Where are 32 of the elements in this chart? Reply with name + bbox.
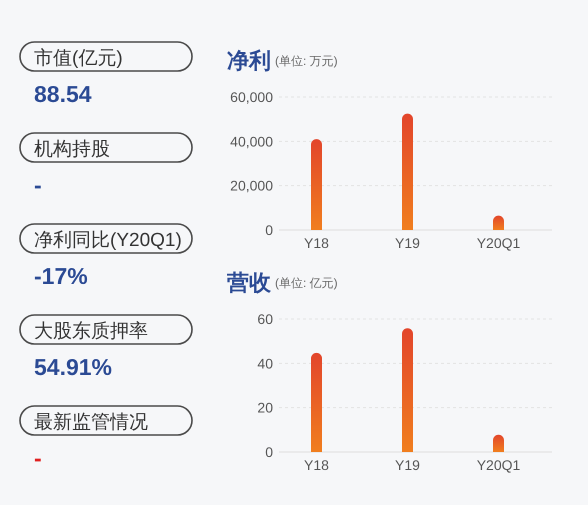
y-tick-label: 0: [265, 444, 274, 460]
text: 54.91%: [34, 354, 112, 380]
y-tick-label: 20: [257, 400, 274, 416]
text: 88.54: [34, 81, 92, 107]
x-tick-label: Y19: [395, 235, 420, 251]
y-tick-label: 20,000: [230, 178, 274, 194]
text: 大股东质押率: [34, 320, 148, 342]
bar: [402, 114, 413, 230]
y-tick-label: 60: [257, 311, 274, 327]
text: -17%: [34, 263, 88, 289]
x-tick-label: Y20Q1: [476, 235, 521, 251]
text: 市值(亿元): [34, 47, 123, 69]
text: 净利同比(Y20Q1): [34, 230, 182, 251]
text: 最新监管情况: [34, 411, 148, 433]
chart-subtitle: (单位: 亿元): [275, 276, 338, 290]
text: 机构持股: [34, 139, 110, 160]
x-tick-label: Y18: [304, 457, 330, 473]
y-tick-label: 0: [265, 222, 274, 238]
x-tick-label: Y20Q1: [476, 457, 521, 473]
text: -: [34, 445, 42, 471]
chart-title: 营收: [226, 270, 272, 295]
bar: [311, 352, 322, 452]
bar: [402, 328, 413, 452]
text: -: [34, 172, 42, 198]
x-tick-label: Y18: [304, 235, 330, 251]
y-tick-label: 40: [257, 355, 274, 372]
chart-title: 净利: [227, 48, 271, 73]
y-tick-label: 60,000: [230, 89, 274, 105]
chart-subtitle: (单位: 万元): [275, 54, 338, 68]
x-tick-label: Y19: [395, 457, 420, 473]
y-tick-label: 40,000: [230, 133, 274, 150]
bar: [311, 139, 322, 230]
